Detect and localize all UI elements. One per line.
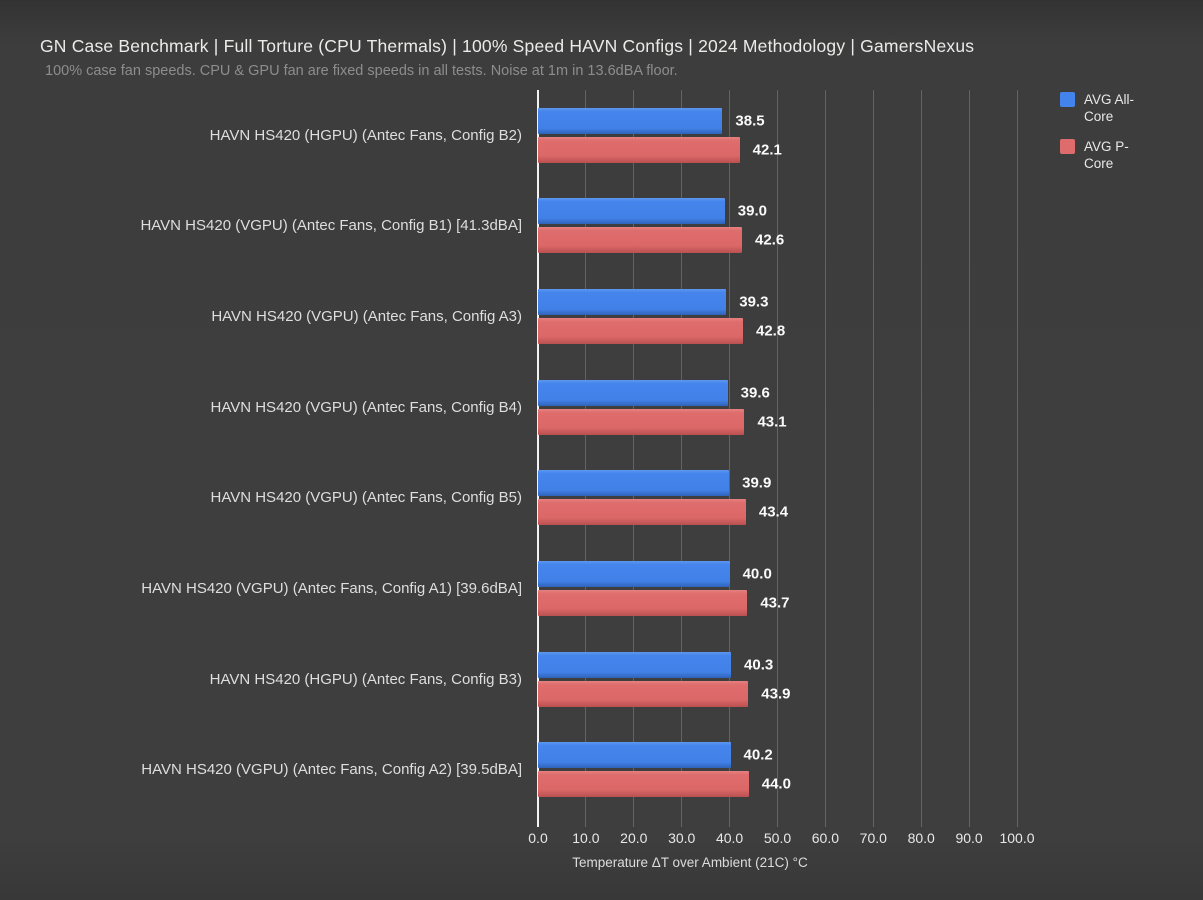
bar-value-label: 43.9 [761, 685, 791, 703]
bar-value-label: 39.0 [737, 202, 767, 220]
bar-avg-all-core: 39.9 [538, 470, 771, 497]
legend-item: AVG P-Core [1060, 138, 1146, 172]
chart-subtitle: 100% case fan speeds. CPU & GPU fan are … [45, 63, 678, 79]
bar-avg-p-core: 42.6 [538, 227, 784, 254]
bar-value-label: 40.0 [742, 565, 772, 583]
legend-label: AVG P-Core [1084, 139, 1129, 171]
bar-avg-p-core: 44.0 [538, 771, 791, 798]
x-tick-label: 30.0 [668, 830, 696, 846]
bar-value-label: 44.0 [761, 775, 791, 793]
x-axis-label: Temperature ΔT over Ambient (21C) °C [572, 855, 808, 870]
x-tick-label: 70.0 [859, 830, 887, 846]
bars-container: 40.2 44.0 [538, 742, 1017, 798]
x-tick-label: 40.0 [715, 830, 744, 846]
bars-container: 38.5 42.1 [538, 107, 1017, 163]
bars-container: 40.0 43.7 [538, 560, 1017, 616]
bars-container: 39.6 43.1 [538, 379, 1017, 435]
bars-container: 39.9 43.4 [538, 470, 1017, 526]
category-label: HAVN HS420 (VGPU) (Antec Fans, Config B5… [210, 489, 523, 507]
bar-value-label: 40.3 [744, 656, 774, 674]
bar-value-label: 43.4 [758, 503, 789, 521]
bar-group: HAVN HS420 (VGPU) (Antec Fans, Config A3… [40, 271, 1100, 362]
bar-value-label: 42.8 [756, 322, 786, 340]
bar-group: HAVN HS420 (VGPU) (Antec Fans, Config B1… [40, 181, 1100, 272]
bar-group: HAVN HS420 (VGPU) (Antec Fans, Config A1… [40, 543, 1100, 634]
category-label: HAVN HS420 (HGPU) (Antec Fans, Config B2… [209, 126, 522, 144]
category-label: HAVN HS420 (HGPU) (Antec Fans, Config B3… [209, 670, 522, 688]
gridline [585, 90, 587, 827]
bar-avg-all-core: 40.2 [538, 742, 773, 769]
bars-container: 39.0 42.6 [538, 198, 1017, 254]
x-tick-label: 20.0 [620, 830, 648, 846]
bar-avg-p-core: 42.1 [538, 136, 782, 163]
category-label: HAVN HS420 (VGPU) (Antec Fans, Config A2… [141, 761, 522, 779]
category-label: HAVN HS420 (VGPU) (Antec Fans, Config A1… [141, 579, 522, 597]
bar-value-label: 42.6 [755, 231, 785, 249]
bar-value-label: 39.6 [740, 384, 770, 402]
x-tick-label: 50.0 [763, 830, 792, 846]
gridline [920, 90, 922, 827]
bar-group: HAVN HS420 (HGPU) (Antec Fans, Config B3… [40, 634, 1100, 725]
bar-value-label: 40.2 [743, 746, 773, 764]
category-label: HAVN HS420 (VGPU) (Antec Fans, Config A3… [211, 308, 522, 326]
gridline [824, 90, 826, 827]
gridline [681, 90, 683, 827]
x-tick-label: 80.0 [907, 830, 935, 846]
bar-value-label: 43.7 [760, 594, 790, 612]
bar-value-label: 38.5 [735, 112, 765, 130]
legend: AVG All-Core AVG P-Core [1060, 91, 1146, 185]
x-tick-label: 10.0 [572, 830, 600, 846]
bar-avg-p-core: 43.4 [538, 499, 788, 526]
bar-avg-p-core: 43.9 [538, 680, 790, 707]
gridline [968, 90, 970, 827]
x-tick-label: 100.0 [999, 830, 1035, 846]
bars-container: 39.3 42.8 [538, 289, 1017, 345]
category-label: HAVN HS420 (VGPU) (Antec Fans, Config B1… [140, 217, 522, 235]
bar-group: HAVN HS420 (VGPU) (Antec Fans, Config B4… [40, 362, 1100, 453]
category-label: HAVN HS420 (VGPU) (Antec Fans, Config B4… [210, 398, 523, 416]
gridline [777, 90, 778, 827]
legend-swatch-icon [1060, 139, 1075, 154]
bars-container: 40.3 43.9 [538, 651, 1017, 707]
bar-group: HAVN HS420 (VGPU) (Antec Fans, Config B5… [40, 453, 1100, 544]
gridline [1016, 90, 1018, 827]
legend-item: AVG All-Core [1060, 91, 1146, 125]
x-tick-label: 60.0 [811, 830, 840, 846]
x-axis-ticks: 0.0 10.0 20.0 30.0 40.0 50.0 60.0 70.0 80.0 90.0 1… [528, 830, 1034, 848]
bar-value-label: 39.9 [742, 474, 772, 492]
x-tick-label: 90.0 [955, 830, 983, 846]
bar-value-label: 43.1 [757, 413, 787, 431]
x-tick-label: 0.0 [528, 830, 548, 846]
bar-avg-all-core: 38.5 [538, 107, 765, 134]
bar-group: HAVN HS420 (VGPU) (Antec Fans, Config A2… [40, 724, 1100, 815]
legend-label: AVG All-Core [1084, 92, 1135, 124]
gridline [872, 90, 874, 827]
bar-avg-all-core: 40.3 [538, 651, 773, 678]
gridline [633, 90, 635, 827]
bar-avg-all-core: 40.0 [538, 560, 772, 587]
bar-avg-all-core: 39.0 [538, 198, 767, 225]
bar-value-label: 42.1 [752, 141, 782, 159]
bar-group: HAVN HS420 (HGPU) (Antec Fans, Config B2… [40, 90, 1100, 181]
bar-avg-all-core: 39.3 [538, 289, 768, 316]
bar-rows-container: HAVN HS420 (HGPU) (Antec Fans, Config B2… [40, 90, 1100, 815]
bar-value-label: 39.3 [739, 293, 769, 311]
gridline [729, 90, 731, 827]
legend-swatch-icon [1060, 92, 1075, 107]
bar-avg-all-core: 39.6 [538, 379, 770, 406]
bar-avg-p-core: 42.8 [538, 318, 785, 345]
bar-avg-p-core: 43.7 [538, 589, 790, 616]
plot-gridlines [537, 90, 1018, 827]
y-axis-line [537, 90, 539, 827]
bar-avg-p-core: 43.1 [538, 408, 787, 435]
chart-title: GN Case Benchmark | Full Torture (CPU Th… [40, 36, 975, 56]
